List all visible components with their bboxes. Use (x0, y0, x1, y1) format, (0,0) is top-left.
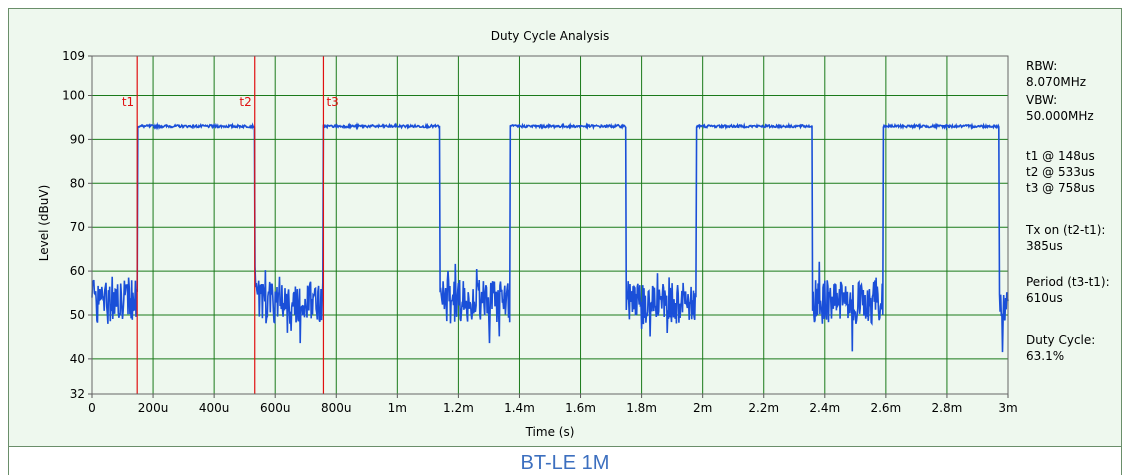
trace-line (92, 125, 1008, 352)
x-tick-label: 1.6m (565, 401, 596, 415)
marker-label-t2: t2 (239, 95, 251, 109)
y-tick-label: 100 (62, 89, 85, 103)
annotation-line: 8.070MHz (1026, 75, 1086, 89)
annotation-line: 63.1% (1026, 349, 1064, 363)
marker-label-t1: t1 (122, 95, 134, 109)
x-tick-label: 1m (388, 401, 407, 415)
annotation-line: t1 @ 148us (1026, 149, 1095, 163)
plot-area-border (92, 56, 1008, 394)
y-tick-label: 80 (70, 176, 85, 190)
x-tick-label: 2.2m (748, 401, 779, 415)
annotation-line: 50.000MHz (1026, 109, 1094, 123)
annotation-line: Tx on (t2-t1): (1025, 223, 1105, 237)
x-tick-label: 2.6m (870, 401, 901, 415)
marker-label-t3: t3 (326, 95, 338, 109)
y-tick-label: 90 (70, 132, 85, 146)
caption: BT-LE 1M (0, 452, 1130, 475)
measurement-annotations: RBW: 8.070MHz VBW: 50.000MHz t1 @ 148us t2 @ … (1025, 59, 1110, 363)
annotation-line: VBW: (1026, 93, 1057, 107)
x-tick-label: 200u (138, 401, 169, 415)
x-tick-label: 2.4m (809, 401, 840, 415)
grid (92, 56, 1008, 394)
x-tick-label: 3m (998, 401, 1017, 415)
x-axis-label: Time (s) (525, 425, 575, 439)
y-tick-label: 50 (70, 308, 85, 322)
annotation-line: t2 @ 533us (1026, 165, 1095, 179)
x-tick-label: 1.2m (443, 401, 474, 415)
annotation-line: Period (t3-t1): (1026, 275, 1110, 289)
duty-cycle-chart: Duty Cycle Analysis Time (s) Level (dBuV… (0, 0, 1130, 447)
x-tick-label: 1.8m (626, 401, 657, 415)
y-tick-label: 109 (62, 49, 85, 63)
x-tick-label: 2m (693, 401, 712, 415)
y-tick-label: 70 (70, 220, 85, 234)
x-tick-label: 1.4m (504, 401, 535, 415)
annotation-line: Duty Cycle: (1026, 333, 1095, 347)
y-tick-label: 32 (70, 387, 85, 401)
y-axis-label: Level (dBuV) (37, 185, 51, 262)
annotation-line: 610us (1026, 291, 1063, 305)
x-tick-label: 400u (199, 401, 230, 415)
y-tick-label: 40 (70, 352, 85, 366)
chart-title: Duty Cycle Analysis (491, 29, 610, 43)
x-tick-label: 0 (88, 401, 96, 415)
annotation-line: t3 @ 758us (1026, 181, 1095, 195)
x-tick-label: 800u (321, 401, 352, 415)
time-markers: t1 t2 t3 (122, 56, 339, 394)
y-tick-label: 60 (70, 264, 85, 278)
trace-series (92, 125, 1008, 352)
x-tick-label: 2.8m (932, 401, 963, 415)
annotation-line: RBW: (1026, 59, 1057, 73)
axes: 0 200u 400u 600u 800u 1m 1.2m 1.4m 1.6m 1.8m 2m 2.2… (62, 49, 1018, 415)
x-tick-label: 600u (260, 401, 291, 415)
annotation-line: 385us (1026, 239, 1063, 253)
